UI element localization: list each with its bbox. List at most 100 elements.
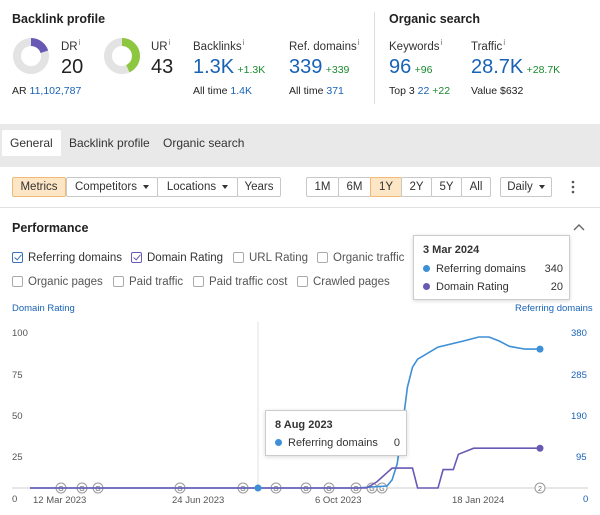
tab-organic-search[interactable]: Organic search xyxy=(163,136,245,150)
annotation-marker[interactable]: 2 xyxy=(534,482,546,494)
traffic-delta: +28.7K xyxy=(526,64,561,76)
keywords-value-row: 96 +96 xyxy=(389,56,432,79)
traffic-value[interactable]: 28.7K xyxy=(471,56,524,78)
ar-value[interactable]: 11,102,787 xyxy=(29,85,82,97)
checkbox-icon xyxy=(12,276,23,287)
left-tick: 75 xyxy=(12,370,23,381)
collapse-chevron-icon[interactable] xyxy=(573,220,585,234)
left-axis-title: Domain Rating xyxy=(12,303,75,314)
more-options-icon[interactable] xyxy=(569,180,577,194)
locations-dropdown[interactable]: Locations xyxy=(157,177,238,197)
top3-delta: +22 xyxy=(432,85,451,97)
range-all-button[interactable]: All xyxy=(461,177,491,197)
ref-domains-delta: +339 xyxy=(325,64,350,76)
tab-general[interactable]: General xyxy=(2,130,61,156)
svg-text:G: G xyxy=(369,486,374,493)
checkbox-crawled-pages[interactable]: Crawled pages xyxy=(297,276,390,290)
range-6m-button[interactable]: 6M xyxy=(338,177,371,197)
svg-text:G: G xyxy=(353,486,358,493)
svg-text:G: G xyxy=(58,486,63,493)
domain-rating-line xyxy=(30,447,540,489)
checkbox-icon xyxy=(193,276,204,287)
dot-icon xyxy=(275,439,282,446)
left-tick: 0 xyxy=(12,494,18,505)
traffic-value-amount-row: Value $632 xyxy=(471,85,524,97)
backlink-profile-title: Backlink profile xyxy=(12,12,106,26)
x-tick: 18 Jan 2024 xyxy=(452,495,505,506)
traffic-value-row: 28.7K +28.7K xyxy=(471,56,560,79)
dr-donut-fill xyxy=(13,38,49,74)
metrics-button[interactable]: Metrics xyxy=(12,177,66,197)
checkbox-paid-traffic-cost[interactable]: Paid traffic cost xyxy=(193,276,287,290)
annotation-marker[interactable]: G xyxy=(376,482,388,494)
traffic-label[interactable]: Traffici xyxy=(471,38,506,53)
traffic-value-amount: $632 xyxy=(500,85,524,97)
tooltip-row: Referring domains 0 xyxy=(275,437,400,449)
referring-domains-end-point xyxy=(536,345,544,353)
right-axis-title: Referring domains xyxy=(515,303,593,314)
dr-value: 20 xyxy=(61,56,84,78)
performance-title: Performance xyxy=(12,221,89,235)
backlinks-value-row: 1.3K +1.3K xyxy=(193,56,265,79)
dot-icon xyxy=(423,265,430,272)
tooltip-row: Domain Rating 20 xyxy=(423,281,563,293)
tab-backlink-profile[interactable]: Backlink profile xyxy=(69,136,150,150)
ar-row: AR 11,102,787 xyxy=(12,85,81,97)
tabs-bar xyxy=(0,124,600,167)
checkbox-organic-traffic[interactable]: Organic traffic xyxy=(317,252,404,266)
range-2y-button[interactable]: 2Y xyxy=(401,177,432,197)
organic-search-title: Organic search xyxy=(389,12,481,26)
chevron-down-icon xyxy=(222,184,229,189)
chevron-down-icon xyxy=(143,184,149,189)
backlinks-alltime: All time 1.4K xyxy=(193,85,252,97)
x-tick: 12 Mar 2023 xyxy=(33,495,87,506)
dot-icon xyxy=(423,283,430,290)
competitors-dropdown[interactable]: Competitors xyxy=(66,177,158,197)
checkbox-paid-traffic[interactable]: Paid traffic xyxy=(113,276,183,290)
checkbox-icon xyxy=(297,276,308,287)
checkbox-domain-rating[interactable]: Domain Rating xyxy=(131,252,223,266)
domain-rating-end-point xyxy=(536,444,544,452)
right-tick: 0 xyxy=(583,494,589,505)
ref-domains-alltime-value[interactable]: 371 xyxy=(326,85,344,97)
range-1m-button[interactable]: 1M xyxy=(306,177,339,197)
backlinks-value[interactable]: 1.3K xyxy=(193,56,235,78)
checkbox-referring-domains[interactable]: Referring domains xyxy=(12,252,122,266)
checkbox-icon xyxy=(317,252,328,263)
ur-value: 43 xyxy=(151,56,174,78)
ref-domains-label[interactable]: Ref. domainsi xyxy=(289,38,360,53)
checkbox-icon xyxy=(113,276,124,287)
backlinks-label[interactable]: Backlinksi xyxy=(193,38,245,53)
dr-label[interactable]: DRi xyxy=(61,38,81,53)
checkbox-url-rating[interactable]: URL Rating xyxy=(233,252,308,266)
keywords-value[interactable]: 96 xyxy=(389,56,412,78)
tooltip-date: 3 Mar 2024 xyxy=(423,244,480,256)
svg-text:G: G xyxy=(79,486,84,493)
ref-domains-alltime: All time 371 xyxy=(289,85,344,97)
left-tick: 50 xyxy=(12,411,23,422)
backlinks-delta: +1.3K xyxy=(237,64,266,76)
tooltip-row: Referring domains 340 xyxy=(423,263,563,275)
x-tick: 6 Oct 2023 xyxy=(315,495,362,506)
ref-domains-value[interactable]: 339 xyxy=(289,56,323,78)
checkbox-organic-pages[interactable]: Organic pages xyxy=(12,276,103,290)
checkbox-icon xyxy=(131,252,142,263)
top3-value[interactable]: 22 xyxy=(417,85,430,97)
divider xyxy=(0,207,600,208)
backlinks-alltime-value[interactable]: 1.4K xyxy=(230,85,252,97)
keywords-label[interactable]: Keywordsi xyxy=(389,38,443,53)
svg-text:G: G xyxy=(379,486,384,493)
interval-dropdown[interactable]: Daily xyxy=(500,177,552,197)
section-divider xyxy=(374,12,375,104)
chart-gridlines xyxy=(12,322,588,489)
svg-text:G: G xyxy=(273,486,278,493)
svg-text:G: G xyxy=(95,486,100,493)
checkbox-icon xyxy=(12,252,23,263)
years-button[interactable]: Years xyxy=(237,177,281,197)
ur-label[interactable]: URi xyxy=(151,38,171,53)
right-tick: 190 xyxy=(571,411,587,422)
right-tick: 380 xyxy=(571,328,587,339)
tooltip-date: 8 Aug 2023 xyxy=(275,419,333,431)
svg-text:G: G xyxy=(303,486,308,493)
